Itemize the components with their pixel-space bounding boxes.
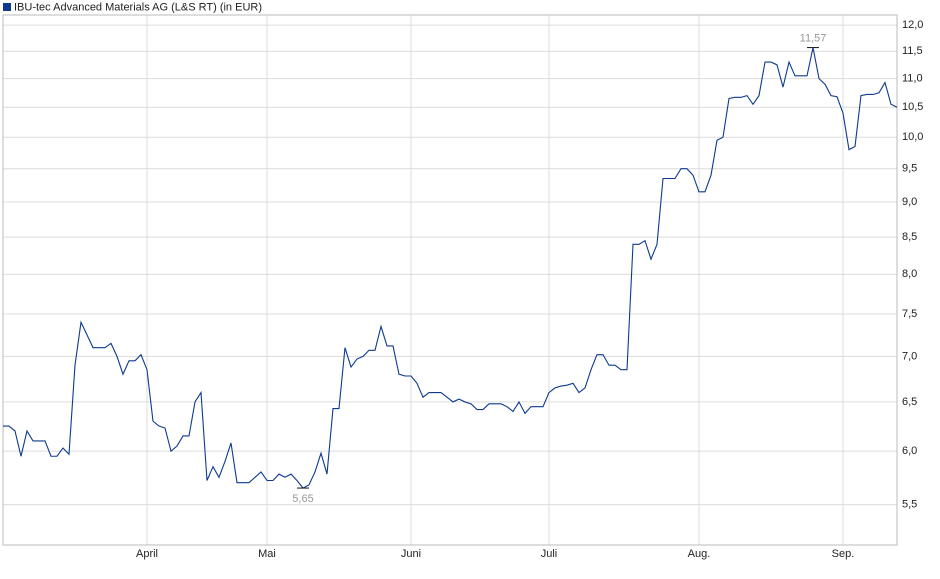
y-tick-label: 6,5 bbox=[902, 396, 917, 408]
y-tick-label: 10,5 bbox=[902, 101, 923, 113]
annotation: 11,57 bbox=[800, 32, 827, 44]
x-tick-label: Aug. bbox=[688, 548, 711, 560]
price-line bbox=[3, 47, 898, 489]
x-tick-label: Sep. bbox=[832, 548, 855, 560]
x-tick-label: Juli bbox=[541, 548, 558, 560]
plot-border bbox=[2, 14, 898, 546]
legend-swatch bbox=[3, 3, 11, 11]
y-tick-label: 5,5 bbox=[902, 498, 917, 510]
x-tick-label: Juni bbox=[401, 548, 421, 560]
legend-label: IBU-tec Advanced Materials AG (L&S RT) (… bbox=[14, 1, 262, 13]
y-tick-label: 10,0 bbox=[902, 131, 923, 143]
plot-area bbox=[3, 15, 897, 545]
y-tick-label: 8,0 bbox=[902, 268, 917, 280]
y-tick-label: 12,0 bbox=[902, 19, 923, 31]
y-tick-label: 7,5 bbox=[902, 308, 917, 320]
annotation: 5,65 bbox=[292, 493, 313, 505]
y-tick-label: 8,5 bbox=[902, 231, 917, 243]
y-tick-label: 6,0 bbox=[902, 445, 917, 457]
y-tick-label: 11,5 bbox=[902, 45, 923, 57]
x-tick-label: April bbox=[136, 548, 158, 560]
x-tick-label: Mai bbox=[258, 548, 276, 560]
y-tick-label: 7,0 bbox=[902, 350, 917, 362]
y-tick-label: 11,0 bbox=[902, 73, 923, 85]
y-tick-label: 9,0 bbox=[902, 196, 917, 208]
y-tick-label: 9,5 bbox=[902, 163, 917, 175]
